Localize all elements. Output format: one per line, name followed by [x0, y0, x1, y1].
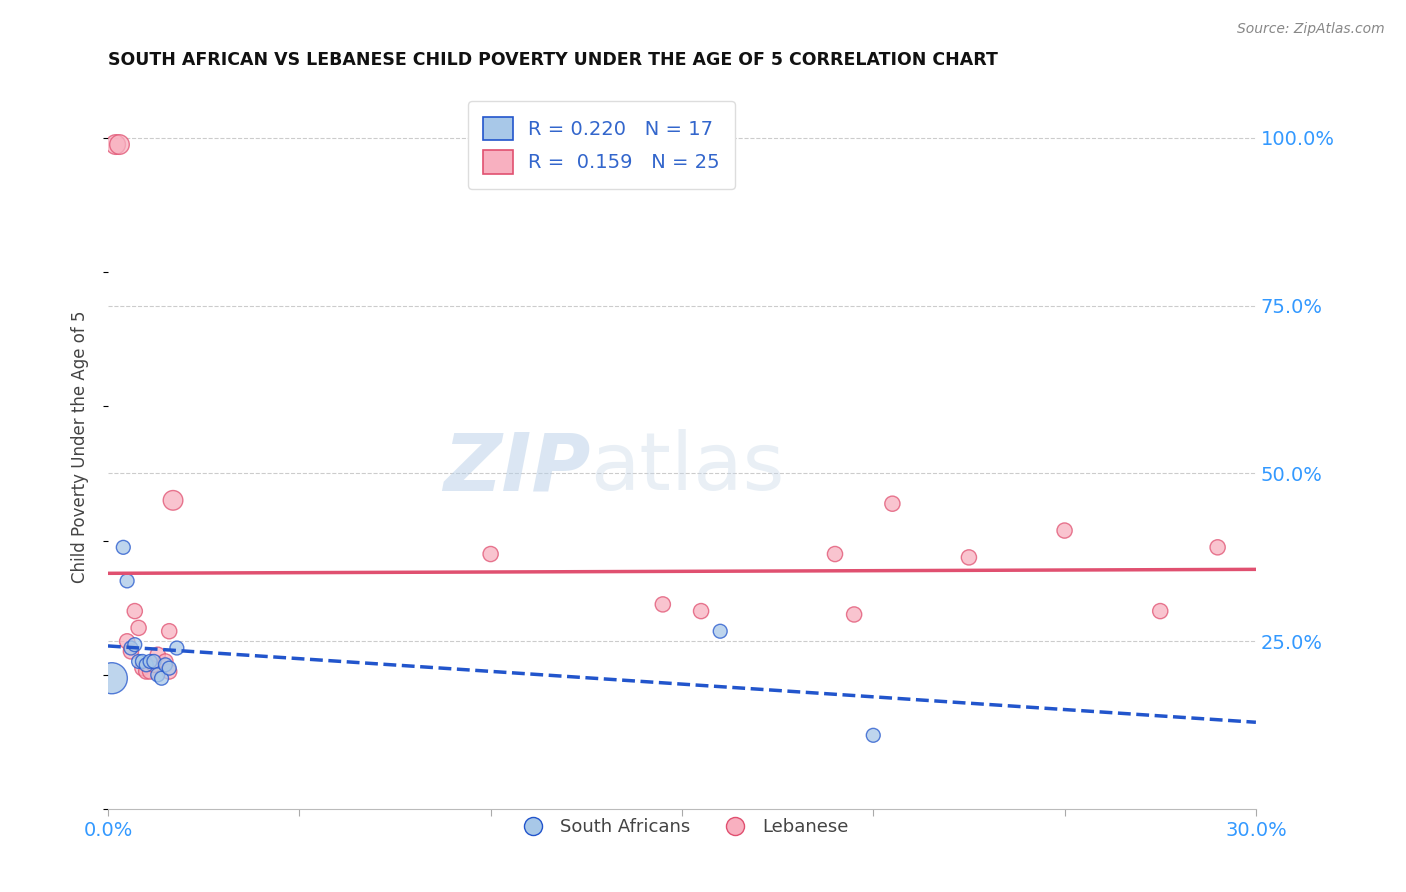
Point [146, 648, 169, 662]
Point [139, 665, 162, 679]
Point [131, 661, 153, 675]
Point [128, 621, 150, 635]
Legend: South Africans, Lebanese: South Africans, Lebanese [508, 811, 856, 844]
Point [479, 547, 502, 561]
Point [142, 657, 165, 672]
Point [862, 728, 884, 742]
Point [112, 541, 135, 555]
Point [115, 634, 138, 648]
Point [128, 655, 150, 669]
Point [157, 624, 180, 639]
Point [690, 604, 713, 618]
Point [146, 668, 169, 682]
Point [101, 671, 124, 685]
Point [651, 598, 673, 612]
Text: atlas: atlas [591, 429, 785, 508]
Point [842, 607, 865, 622]
Point [150, 671, 173, 685]
Point [824, 547, 846, 561]
Point [1206, 541, 1229, 555]
Y-axis label: Child Poverty Under the Age of 5: Child Poverty Under the Age of 5 [72, 310, 89, 582]
Text: SOUTH AFRICAN VS LEBANESE CHILD POVERTY UNDER THE AGE OF 5 CORRELATION CHART: SOUTH AFRICAN VS LEBANESE CHILD POVERTY … [108, 51, 998, 69]
Point [142, 655, 165, 669]
Point [139, 655, 162, 669]
Point [155, 655, 177, 669]
Point [166, 640, 188, 655]
Point [115, 574, 138, 588]
Point [162, 493, 184, 508]
Point [157, 661, 180, 675]
Point [120, 640, 142, 655]
Point [957, 550, 980, 565]
Point [104, 137, 127, 152]
Point [120, 644, 142, 658]
Point [124, 638, 146, 652]
Point [709, 624, 731, 639]
Point [1149, 604, 1171, 618]
Point [108, 137, 131, 152]
Point [131, 655, 153, 669]
Point [155, 657, 177, 672]
Text: ZIP: ZIP [443, 429, 591, 508]
Point [882, 497, 904, 511]
Point [1053, 524, 1076, 538]
Point [135, 665, 157, 679]
Point [124, 604, 146, 618]
Point [135, 657, 157, 672]
Text: Source: ZipAtlas.com: Source: ZipAtlas.com [1237, 22, 1385, 37]
Point [157, 665, 180, 679]
